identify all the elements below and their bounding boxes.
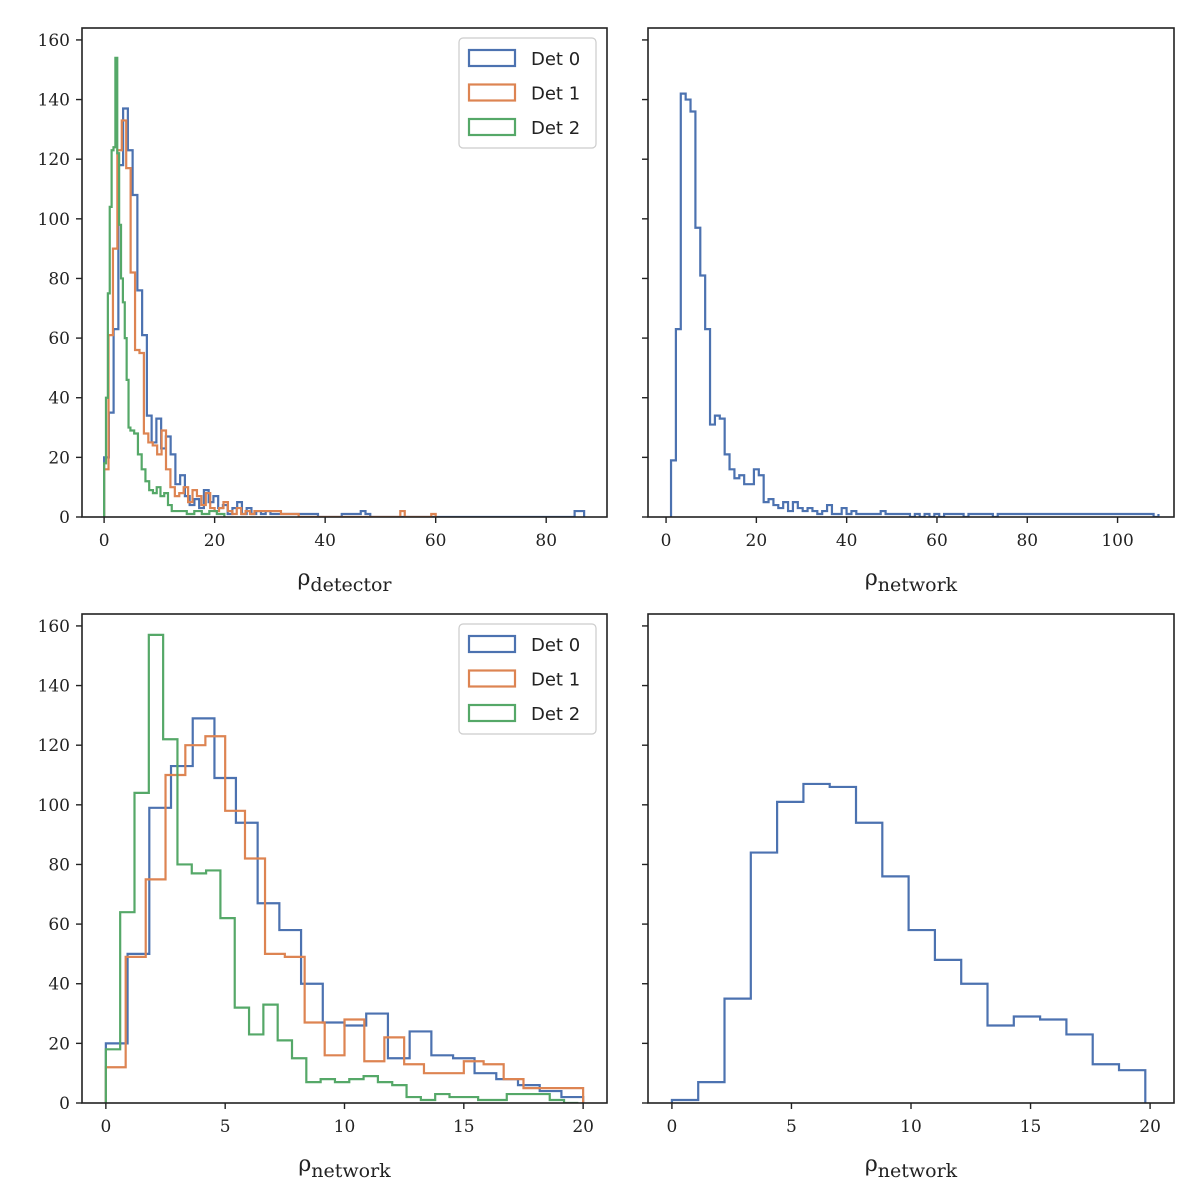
histogram-series-network <box>669 92 1160 517</box>
y-tick-label: 40 <box>48 389 70 409</box>
chart-panel-2: 0 20 40 60 80 100 ρnetwork <box>642 27 1175 596</box>
axes-frame <box>81 27 608 518</box>
legend-label: Det 0 <box>531 635 580 656</box>
x-tick-label: 20 <box>1139 1117 1161 1137</box>
x-tick-label: 40 <box>836 531 858 551</box>
legend-swatch <box>467 669 517 688</box>
x-tick-label: 10 <box>334 1117 356 1137</box>
chart-panel-3: 0 5 10 15 20 0 20 40 60 80 100 120 140 160 ρnetwork Det… <box>38 613 608 1182</box>
x-tick-label: 20 <box>204 531 226 551</box>
chart-panel-1: 0 20 40 60 80 0 20 40 60 80 100 120 140 160 ρdetector D… <box>38 27 608 596</box>
x-axis-label: ρnetwork <box>865 1152 958 1182</box>
x-tick-label: 20 <box>572 1117 594 1137</box>
y-tick-label: 160 <box>38 31 70 51</box>
legend-swatch <box>467 703 517 723</box>
x-axis-label: ρdetector <box>297 566 392 596</box>
legend-label: Det 1 <box>531 84 580 105</box>
x-tick-label: 0 <box>661 531 672 551</box>
x-tick-label: 0 <box>666 1117 677 1137</box>
y-tick-label: 140 <box>38 91 70 111</box>
x-tick-label: 0 <box>99 531 110 551</box>
histogram-series-det-0 <box>103 107 586 517</box>
legend-label: Det 0 <box>531 49 580 70</box>
x-tick-label: 80 <box>1016 531 1038 551</box>
x-tick-label: 5 <box>220 1117 231 1137</box>
x-axis-label: ρnetwork <box>865 566 958 596</box>
y-tick-label: 120 <box>38 736 70 756</box>
histogram-series-det-1 <box>104 735 585 1103</box>
y-tick-label: 100 <box>38 210 70 230</box>
legend-label: Det 2 <box>531 118 580 139</box>
x-tick-label: 100 <box>1101 531 1133 551</box>
y-tick-label: 20 <box>48 1034 70 1054</box>
y-tick-label: 20 <box>48 448 70 468</box>
legend-swatch <box>467 48 517 68</box>
legend-label: Det 1 <box>531 670 580 691</box>
x-axis-label: ρnetwork <box>298 1152 391 1182</box>
y-tick-label: 80 <box>48 269 70 289</box>
x-tick-label: 40 <box>314 531 336 551</box>
legend: Det 0 Det 1 Det 2 <box>458 37 597 149</box>
axes-frame <box>647 613 1175 1104</box>
histogram-series-network <box>670 782 1147 1103</box>
legend-swatch <box>467 634 517 654</box>
y-tick-label: 80 <box>48 855 70 875</box>
x-tick-label: 10 <box>900 1117 922 1137</box>
x-tick-label: 60 <box>926 531 948 551</box>
x-tick-label: 15 <box>1020 1117 1042 1137</box>
x-tick-label: 60 <box>425 531 447 551</box>
y-tick-label: 0 <box>59 508 70 528</box>
y-tick-label: 40 <box>48 975 70 995</box>
y-tick-label: 60 <box>48 915 70 935</box>
y-tick-label: 100 <box>38 796 70 816</box>
legend-swatch <box>467 83 517 102</box>
histogram-series-det-2 <box>103 56 226 517</box>
axes-frame <box>647 27 1175 518</box>
x-tick-label: 5 <box>786 1117 797 1137</box>
x-tick-label: 20 <box>746 531 768 551</box>
legend-swatch <box>467 117 517 137</box>
y-tick-label: 160 <box>38 617 70 637</box>
x-tick-label: 80 <box>535 531 557 551</box>
legend: Det 0 Det 1 Det 2 <box>458 623 597 735</box>
y-tick-label: 120 <box>38 150 70 170</box>
x-tick-label: 0 <box>100 1117 111 1137</box>
y-tick-label: 0 <box>59 1094 70 1114</box>
histogram-series-det-1 <box>103 119 437 517</box>
x-tick-label: 15 <box>453 1117 475 1137</box>
y-tick-label: 60 <box>48 329 70 349</box>
legend-label: Det 2 <box>531 704 580 725</box>
chart-panel-4: 0 5 10 15 20 ρnetwork <box>642 613 1175 1182</box>
y-tick-label: 140 <box>38 677 70 697</box>
histogram-series-det-2 <box>104 633 579 1103</box>
